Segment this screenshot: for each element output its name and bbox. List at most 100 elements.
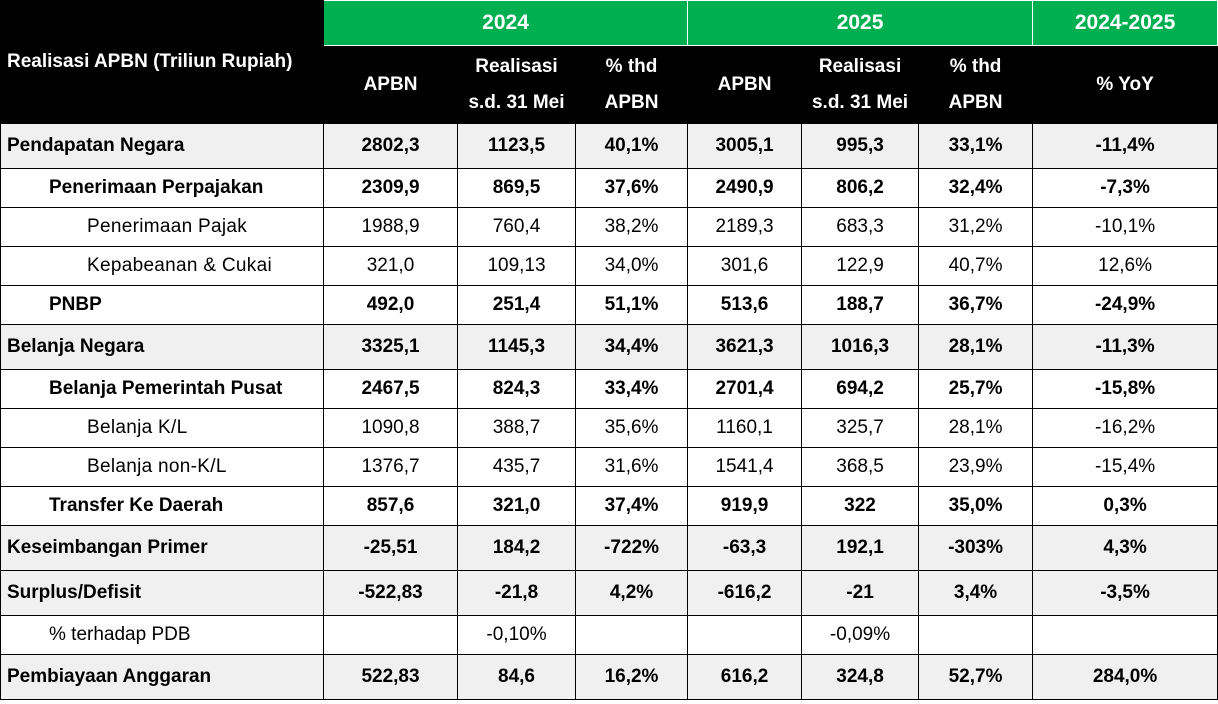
table-row: Kepabeanan & Cukai 321,0 109,13 34,0% 301,6 1… (0, 246, 1218, 286)
row-value: 188,7 (801, 285, 920, 325)
row-value: 616,2 (687, 654, 803, 700)
row-value: 16,2% (574, 654, 689, 700)
row-value (574, 615, 689, 655)
row-value: 4,3% (1032, 525, 1218, 571)
year-header-2024-2025: 2024-2025 (1032, 0, 1218, 46)
row-value: 33,4% (574, 369, 689, 409)
row-value: -11,3% (1032, 324, 1218, 370)
row-value: 37,4% (574, 486, 689, 526)
row-value: 284,0% (1032, 654, 1218, 700)
col-pct-2025: % thd APBN (918, 45, 1034, 124)
row-value: 25,7% (918, 369, 1034, 409)
row-value: -11,4% (1032, 123, 1218, 169)
row-value: 0,3% (1032, 486, 1218, 526)
col-pct-2024: % thd APBN (574, 45, 689, 124)
col-yoy: % YoY (1032, 45, 1218, 124)
row-value: -303% (918, 525, 1034, 571)
row-value: 683,3 (801, 207, 920, 247)
table-row: Transfer Ke Daerah 857,6 321,0 37,4% 919,9 32… (0, 486, 1218, 526)
table-row: Penerimaan Pajak 1988,9 760,4 38,2% 2189,3 68… (0, 207, 1218, 247)
table-row: Pembiayaan Anggaran 522,83 84,6 16,2% 616,2 3… (0, 654, 1218, 700)
row-value: 1988,9 (323, 207, 458, 247)
row-label: Pendapatan Negara (0, 123, 324, 169)
row-value: -7,3% (1032, 168, 1218, 208)
row-value: 435,7 (457, 447, 576, 487)
row-label: Surplus/Defisit (0, 570, 324, 616)
row-value: 1123,5 (457, 123, 576, 169)
row-value: 33,1% (918, 123, 1034, 169)
table-row: Pendapatan Negara 2802,3 1123,5 40,1% 3005,1… (0, 123, 1218, 169)
row-value: 28,1% (918, 324, 1034, 370)
row-value: 28,1% (918, 408, 1034, 448)
row-value (1032, 615, 1218, 655)
row-label: Keseimbangan Primer (0, 525, 324, 571)
row-value: 2309,9 (323, 168, 458, 208)
row-value: 301,6 (687, 246, 803, 286)
row-value: -63,3 (687, 525, 803, 571)
row-value: 1016,3 (801, 324, 920, 370)
row-value: 4,2% (574, 570, 689, 616)
row-value: 321,0 (323, 246, 458, 286)
row-value: -21 (801, 570, 920, 616)
row-value: 1376,7 (323, 447, 458, 487)
row-value: 2701,4 (687, 369, 803, 409)
row-value: 84,6 (457, 654, 576, 700)
row-value: -21,8 (457, 570, 576, 616)
row-label: Belanja Negara (0, 324, 324, 370)
row-value: 192,1 (801, 525, 920, 571)
row-value (323, 615, 458, 655)
row-value: 760,4 (457, 207, 576, 247)
row-value: 324,8 (801, 654, 920, 700)
row-value: 2802,3 (323, 123, 458, 169)
row-value: 35,6% (574, 408, 689, 448)
row-value: 3,4% (918, 570, 1034, 616)
row-label: PNBP (0, 285, 324, 325)
col-apbn-2025: APBN (687, 45, 803, 124)
row-label: Belanja non-K/L (0, 447, 324, 487)
table-row: Belanja non-K/L 1376,7 435,7 31,6% 1541,4 368… (0, 447, 1218, 487)
row-value: 492,0 (323, 285, 458, 325)
table-row: Surplus/Defisit -522,83 -21,8 4,2% -616,2 -21… (0, 570, 1218, 616)
row-value: -15,8% (1032, 369, 1218, 409)
row-value: 23,9% (918, 447, 1034, 487)
row-value: 12,6% (1032, 246, 1218, 286)
row-value: 3325,1 (323, 324, 458, 370)
col-realisasi-2025: Realisasi s.d. 31 Mei (801, 45, 920, 124)
row-value: 38,2% (574, 207, 689, 247)
row-value: 52,7% (918, 654, 1034, 700)
row-value: -522,83 (323, 570, 458, 616)
row-value: 2467,5 (323, 369, 458, 409)
row-label: Transfer Ke Daerah (0, 486, 324, 526)
row-value: 694,2 (801, 369, 920, 409)
row-value: 522,83 (323, 654, 458, 700)
row-value: -616,2 (687, 570, 803, 616)
row-value: 1160,1 (687, 408, 803, 448)
table-row: PNBP 492,0 251,4 51,1% 513,6 188,7 36,7% -24,9% (0, 285, 1218, 325)
row-value: 109,13 (457, 246, 576, 286)
row-value: 322 (801, 486, 920, 526)
row-value: -24,9% (1032, 285, 1218, 325)
row-value: 37,6% (574, 168, 689, 208)
table-title: Realisasi APBN (Triliun Rupiah) (0, 0, 324, 124)
row-value: 513,6 (687, 285, 803, 325)
row-value: 184,2 (457, 525, 576, 571)
row-label: Kepabeanan & Cukai (0, 246, 324, 286)
row-value: -0,09% (801, 615, 920, 655)
col-realisasi-2024: Realisasi s.d. 31 Mei (457, 45, 576, 124)
row-value: -3,5% (1032, 570, 1218, 616)
row-value: 2189,3 (687, 207, 803, 247)
table-row: Belanja Negara 3325,1 1145,3 34,4% 3621,3 101… (0, 324, 1218, 370)
row-value: -722% (574, 525, 689, 571)
row-value: 3005,1 (687, 123, 803, 169)
row-value: -16,2% (1032, 408, 1218, 448)
row-label: % terhadap PDB (0, 615, 324, 655)
table-row: Belanja K/L 1090,8 388,7 35,6% 1160,1 325,7 28… (0, 408, 1218, 448)
row-value: 869,5 (457, 168, 576, 208)
row-label: Penerimaan Pajak (0, 207, 324, 247)
row-value: 34,0% (574, 246, 689, 286)
row-value: 1145,3 (457, 324, 576, 370)
row-value: 40,7% (918, 246, 1034, 286)
row-value: -0,10% (457, 615, 576, 655)
row-value: 122,9 (801, 246, 920, 286)
row-value: -10,1% (1032, 207, 1218, 247)
